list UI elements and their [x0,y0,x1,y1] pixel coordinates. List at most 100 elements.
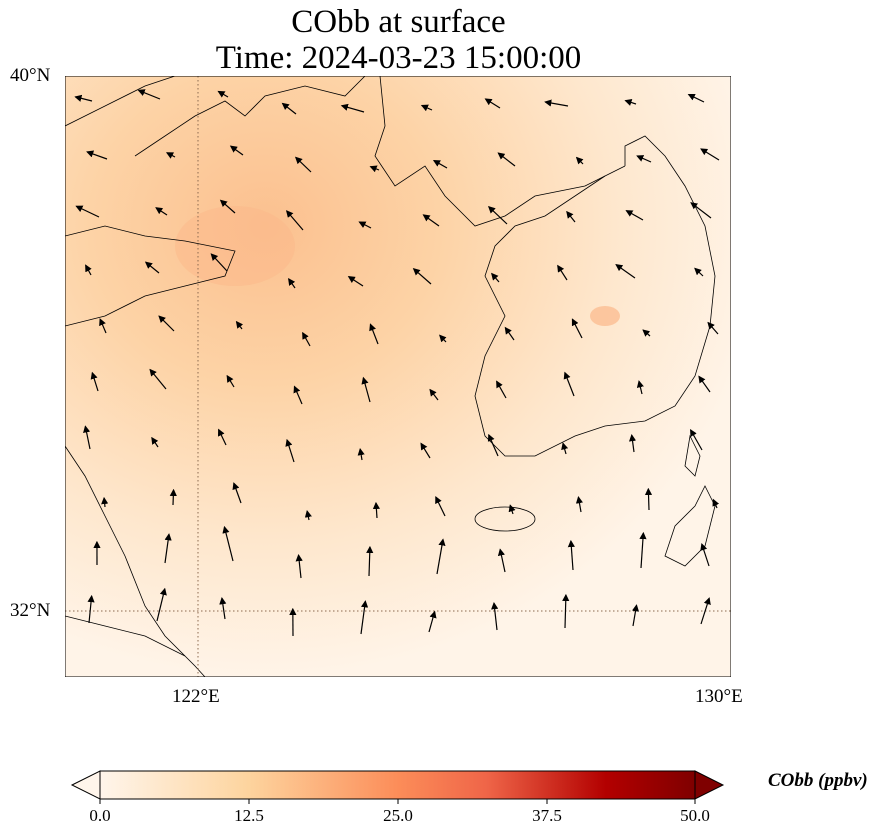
wind-arrow [293,385,303,405]
lat-label-40n: 40°N [10,65,51,86]
wind-arrow [155,207,168,216]
wind-arrow [700,543,710,567]
wind-arrow [235,320,244,330]
wind-arrow [226,374,235,388]
colorbar-gradient [100,771,695,799]
wind-arrow [557,264,568,281]
wind-arrow [83,425,91,450]
wind-arrow [219,199,236,214]
lat-label-32n: 32°N [10,600,51,621]
wind-arrow [687,93,705,103]
wind-arrow [304,510,312,521]
wind-arrow [642,329,651,337]
wind-arrow [294,156,312,173]
wind-arrow [232,482,242,504]
wind-arrow [361,376,371,403]
wind-arrow [87,594,95,624]
wind-arrow [491,272,500,283]
wind-arrow [281,102,297,115]
wind-arrow [229,145,244,156]
wind-arrow [219,597,227,620]
colorbar-ticks [99,799,696,804]
wind-arrow [412,268,432,285]
wind-arrow [357,447,365,461]
wind-arrow [86,150,108,160]
colorbar-tick-label: 50.0 [680,806,710,825]
wind-arrow [712,498,720,509]
wind-arrow [504,326,515,341]
wind-arrow [151,436,159,448]
colorbar-tick-label: 37.5 [532,806,562,825]
wind-arrow [340,103,365,113]
colorbar-tick-label: 25.0 [383,806,413,825]
wind-arrow [563,371,575,397]
wind-arrow [484,98,501,109]
wind-arrow [156,587,167,622]
wind-arrow [85,264,92,276]
coastlines [65,76,716,677]
lon-label-130e: 130°E [695,686,743,707]
cobb-field [65,76,731,677]
wind-arrow [428,610,437,633]
colorbar-tick-label: 0.0 [89,806,111,825]
wind-vectors [74,89,720,637]
wind-arrow [429,388,439,401]
wind-arrow [575,496,584,513]
wind-arrow [631,604,640,627]
wind-arrow [487,433,499,457]
wind-arrow [217,90,229,98]
wind-arrow [210,253,228,272]
colorbar [70,770,725,804]
wind-arrow [571,318,583,339]
wind-arrow [562,593,570,629]
wind-arrow [149,368,167,390]
lon-label-122e: 122°E [172,686,220,707]
wind-arrow [158,315,175,332]
wind-arrow [285,438,295,463]
wind-arrow [628,433,637,453]
wind-arrow [218,428,227,446]
wind-arrow [700,597,711,625]
wind-arrow [698,375,711,393]
wind-arrow [575,156,584,165]
wind-arrow [694,267,704,277]
wind-arrow [358,221,372,229]
wind-arrow [497,152,516,167]
wind-arrow [222,525,234,562]
colorbar-label: CObb (ppbv) [768,770,868,791]
wind-arrow [625,210,644,221]
wind-arrow [169,488,177,506]
wind-arrow [639,531,647,569]
wind-arrow [422,214,440,227]
wind-arrow [366,545,374,577]
cobb-hotspot [175,206,295,286]
wind-arrow [487,205,508,225]
wind-arrow [707,321,719,335]
wind-arrow [144,261,160,274]
wind-arrow [567,539,575,571]
plot-title-line2: Time: 2024-03-23 15:00:00 [215,40,582,76]
wind-arrow [420,442,431,459]
wind-arrow [644,487,653,511]
wind-arrow [435,496,446,517]
wind-arrow [90,371,99,392]
wind-arrow [497,548,506,573]
wind-arrow [566,210,576,223]
wind-arrow [369,323,379,345]
wind-arrow [615,264,636,279]
wind-arrow [347,276,364,287]
wind-arrow [99,318,107,334]
wind-arrow [74,94,93,102]
wind-arrow [496,380,507,399]
wind-arrow [544,99,569,107]
wind-arrow [164,533,172,564]
colorbar-extend-max [694,770,725,800]
wind-arrow [420,104,433,112]
plot-title-line1: CObb at surface [291,4,506,40]
wind-arrow [700,148,720,161]
colorbar-tick-label: 12.5 [234,806,264,825]
map-plot [65,76,731,677]
wind-arrow [636,380,644,395]
wind-arrow [369,165,380,173]
wind-arrow [439,334,447,343]
